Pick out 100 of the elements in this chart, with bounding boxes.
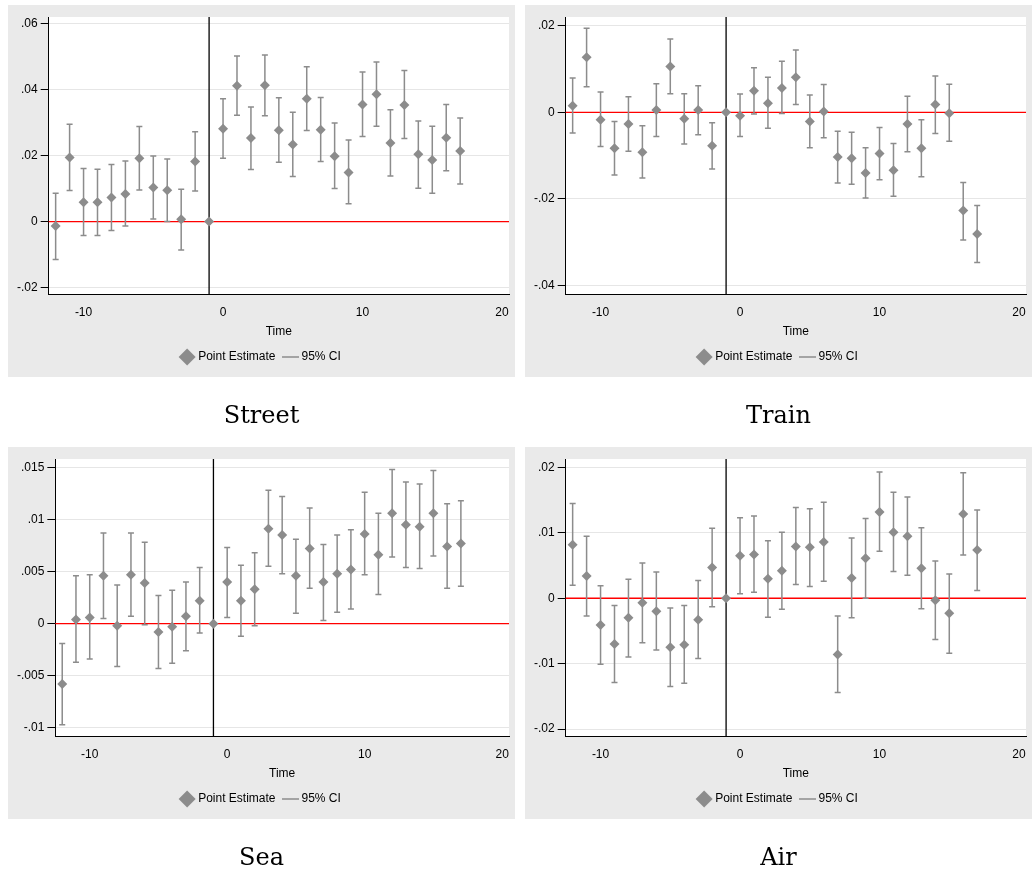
text: Sea (238, 842, 285, 873)
point (665, 61, 676, 72)
point (428, 508, 439, 519)
point (930, 99, 941, 110)
point (84, 612, 95, 623)
x-tick-label: 0 (223, 746, 231, 761)
point (679, 639, 690, 650)
point (273, 125, 284, 136)
point (400, 519, 411, 530)
y-tick-label: -.02 (533, 721, 555, 736)
point (204, 216, 215, 227)
point (846, 153, 857, 164)
point (245, 133, 256, 144)
x-tick-label: -10 (74, 304, 93, 319)
point (804, 116, 815, 127)
point (665, 642, 676, 653)
point (958, 205, 969, 216)
point (249, 584, 260, 595)
point (693, 614, 704, 625)
y-tick-label: .02 (537, 17, 555, 32)
point (414, 521, 425, 532)
y-tick-label: -.02 (533, 191, 555, 206)
legend-label: Point Estimate (198, 791, 276, 806)
point (442, 541, 453, 552)
point (70, 614, 81, 625)
legend-label: Point Estimate (715, 349, 793, 364)
point (707, 140, 718, 151)
y-tick-label: .015 (20, 459, 45, 474)
y-tick-label: -.02 (16, 279, 38, 294)
point (832, 649, 843, 660)
point (153, 626, 164, 637)
point (218, 123, 229, 134)
point (609, 143, 620, 154)
point (693, 105, 704, 116)
x-axis-title: Time (782, 766, 810, 781)
x-tick-label: 20 (1012, 746, 1027, 761)
point (176, 214, 187, 225)
x-tick-label: 0 (219, 304, 227, 319)
point (387, 508, 398, 519)
y-tick-label: .06 (20, 15, 38, 30)
point (92, 197, 103, 208)
y-tick-label: .02 (20, 147, 38, 162)
point (721, 107, 732, 118)
point (595, 114, 606, 125)
point (180, 611, 191, 622)
y-tick-label: 0 (30, 213, 38, 228)
y-tick-label: .01 (537, 525, 555, 540)
point (735, 550, 746, 561)
x-tick-label: 10 (355, 304, 370, 319)
text: Street (222, 400, 301, 431)
point (399, 100, 410, 111)
point (78, 197, 89, 208)
point (902, 118, 913, 129)
point (148, 182, 159, 193)
point (125, 569, 136, 580)
text: Train (745, 400, 812, 431)
point (343, 167, 354, 178)
y-tick-label: 0 (37, 615, 45, 630)
point (930, 595, 941, 606)
point (194, 595, 205, 606)
point (944, 608, 955, 619)
point (623, 612, 634, 623)
y-tick-label: .04 (20, 81, 38, 96)
point (98, 570, 109, 581)
y-tick-label: 0 (547, 104, 555, 119)
text: 95% CI (301, 349, 341, 364)
point (902, 531, 913, 542)
legend-label: Point Estimate (198, 349, 276, 364)
point (106, 192, 117, 203)
point (874, 506, 885, 517)
x-axis-title: Time (265, 324, 293, 339)
point (301, 93, 312, 104)
point (385, 138, 396, 149)
point (112, 620, 123, 631)
point (57, 679, 68, 690)
point (776, 83, 787, 94)
point (329, 151, 340, 162)
text: 95% CI (818, 791, 858, 806)
legend-label: Point Estimate (715, 791, 793, 806)
x-tick-label: -10 (81, 746, 99, 761)
point (455, 145, 466, 156)
point (623, 118, 634, 129)
point (581, 52, 592, 63)
point (874, 148, 885, 159)
point (637, 147, 648, 158)
point (190, 156, 201, 167)
point (455, 538, 466, 549)
y-tick-label: -.01 (533, 655, 555, 670)
point (735, 110, 746, 121)
point (609, 639, 620, 650)
point (318, 576, 329, 587)
point (595, 620, 606, 631)
x-tick-label: 20 (1012, 304, 1027, 319)
x-tick-label: 0 (736, 746, 744, 761)
point (120, 188, 131, 199)
text: Air (759, 842, 798, 873)
point (315, 124, 326, 135)
y-tick-label: -.01 (23, 720, 45, 735)
point (888, 165, 899, 176)
point (373, 549, 384, 560)
